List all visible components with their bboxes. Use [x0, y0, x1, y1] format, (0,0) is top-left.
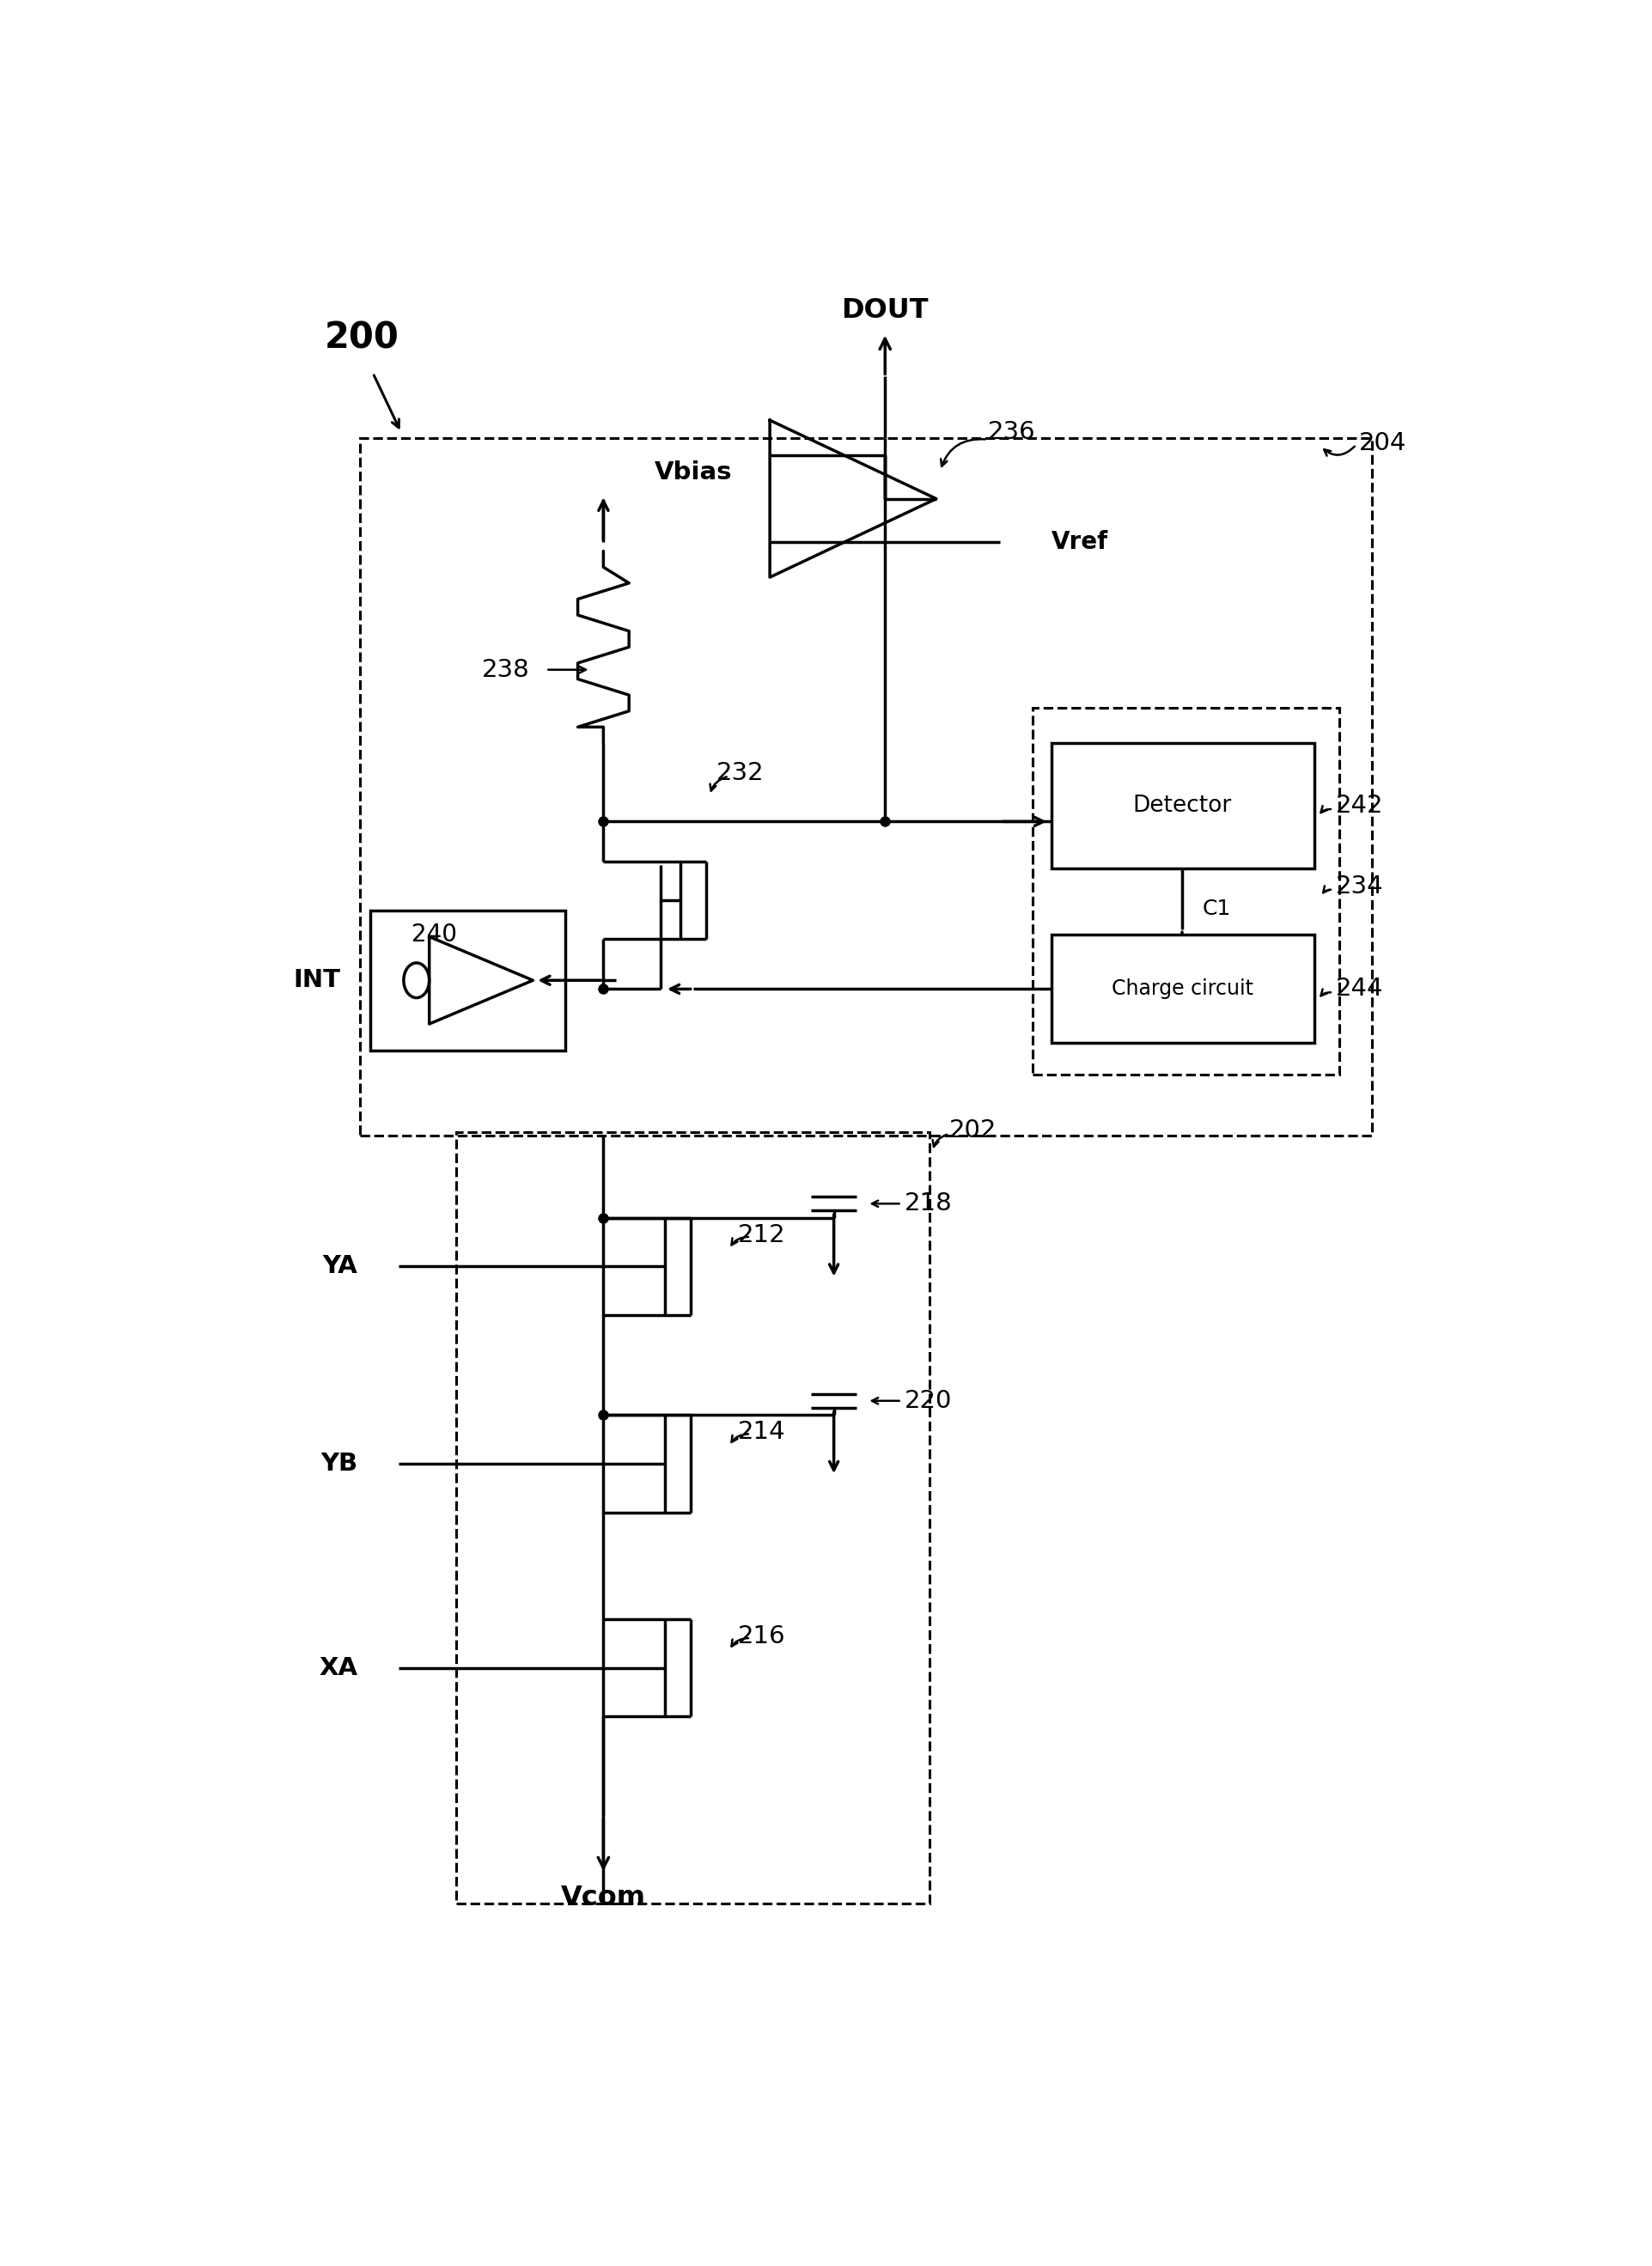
Text: 204: 204: [1360, 431, 1406, 455]
Text: C1: C1: [1203, 900, 1231, 920]
Text: 236: 236: [988, 421, 1036, 444]
Text: Vref: Vref: [1052, 530, 1108, 555]
Text: 242: 242: [1336, 793, 1383, 818]
Text: Detector: Detector: [1133, 795, 1232, 818]
Text: INT: INT: [294, 968, 340, 993]
Text: 238: 238: [482, 657, 530, 682]
Bar: [360, 437, 1371, 1135]
Text: DOUT: DOUT: [841, 297, 928, 324]
Text: Charge circuit: Charge circuit: [1112, 979, 1252, 999]
Text: 240: 240: [411, 922, 458, 947]
Bar: [1032, 707, 1340, 1074]
Bar: [370, 911, 565, 1049]
Text: 220: 220: [904, 1389, 952, 1412]
Text: 214: 214: [738, 1421, 786, 1443]
Text: 244: 244: [1336, 977, 1383, 1002]
Text: 212: 212: [738, 1224, 786, 1246]
Text: XA: XA: [319, 1656, 357, 1679]
Text: 216: 216: [738, 1625, 786, 1647]
Text: YB: YB: [320, 1453, 357, 1475]
Text: 200: 200: [324, 320, 398, 356]
Text: Vbias: Vbias: [654, 460, 732, 485]
Text: 202: 202: [950, 1119, 996, 1142]
Text: 232: 232: [715, 761, 763, 784]
Text: YA: YA: [322, 1255, 357, 1278]
Bar: [1052, 936, 1313, 1042]
Text: 234: 234: [1336, 875, 1383, 897]
Text: 218: 218: [904, 1192, 952, 1215]
Bar: [456, 1133, 930, 1903]
Bar: [1052, 743, 1313, 868]
Text: Vcom: Vcom: [562, 1885, 646, 1913]
